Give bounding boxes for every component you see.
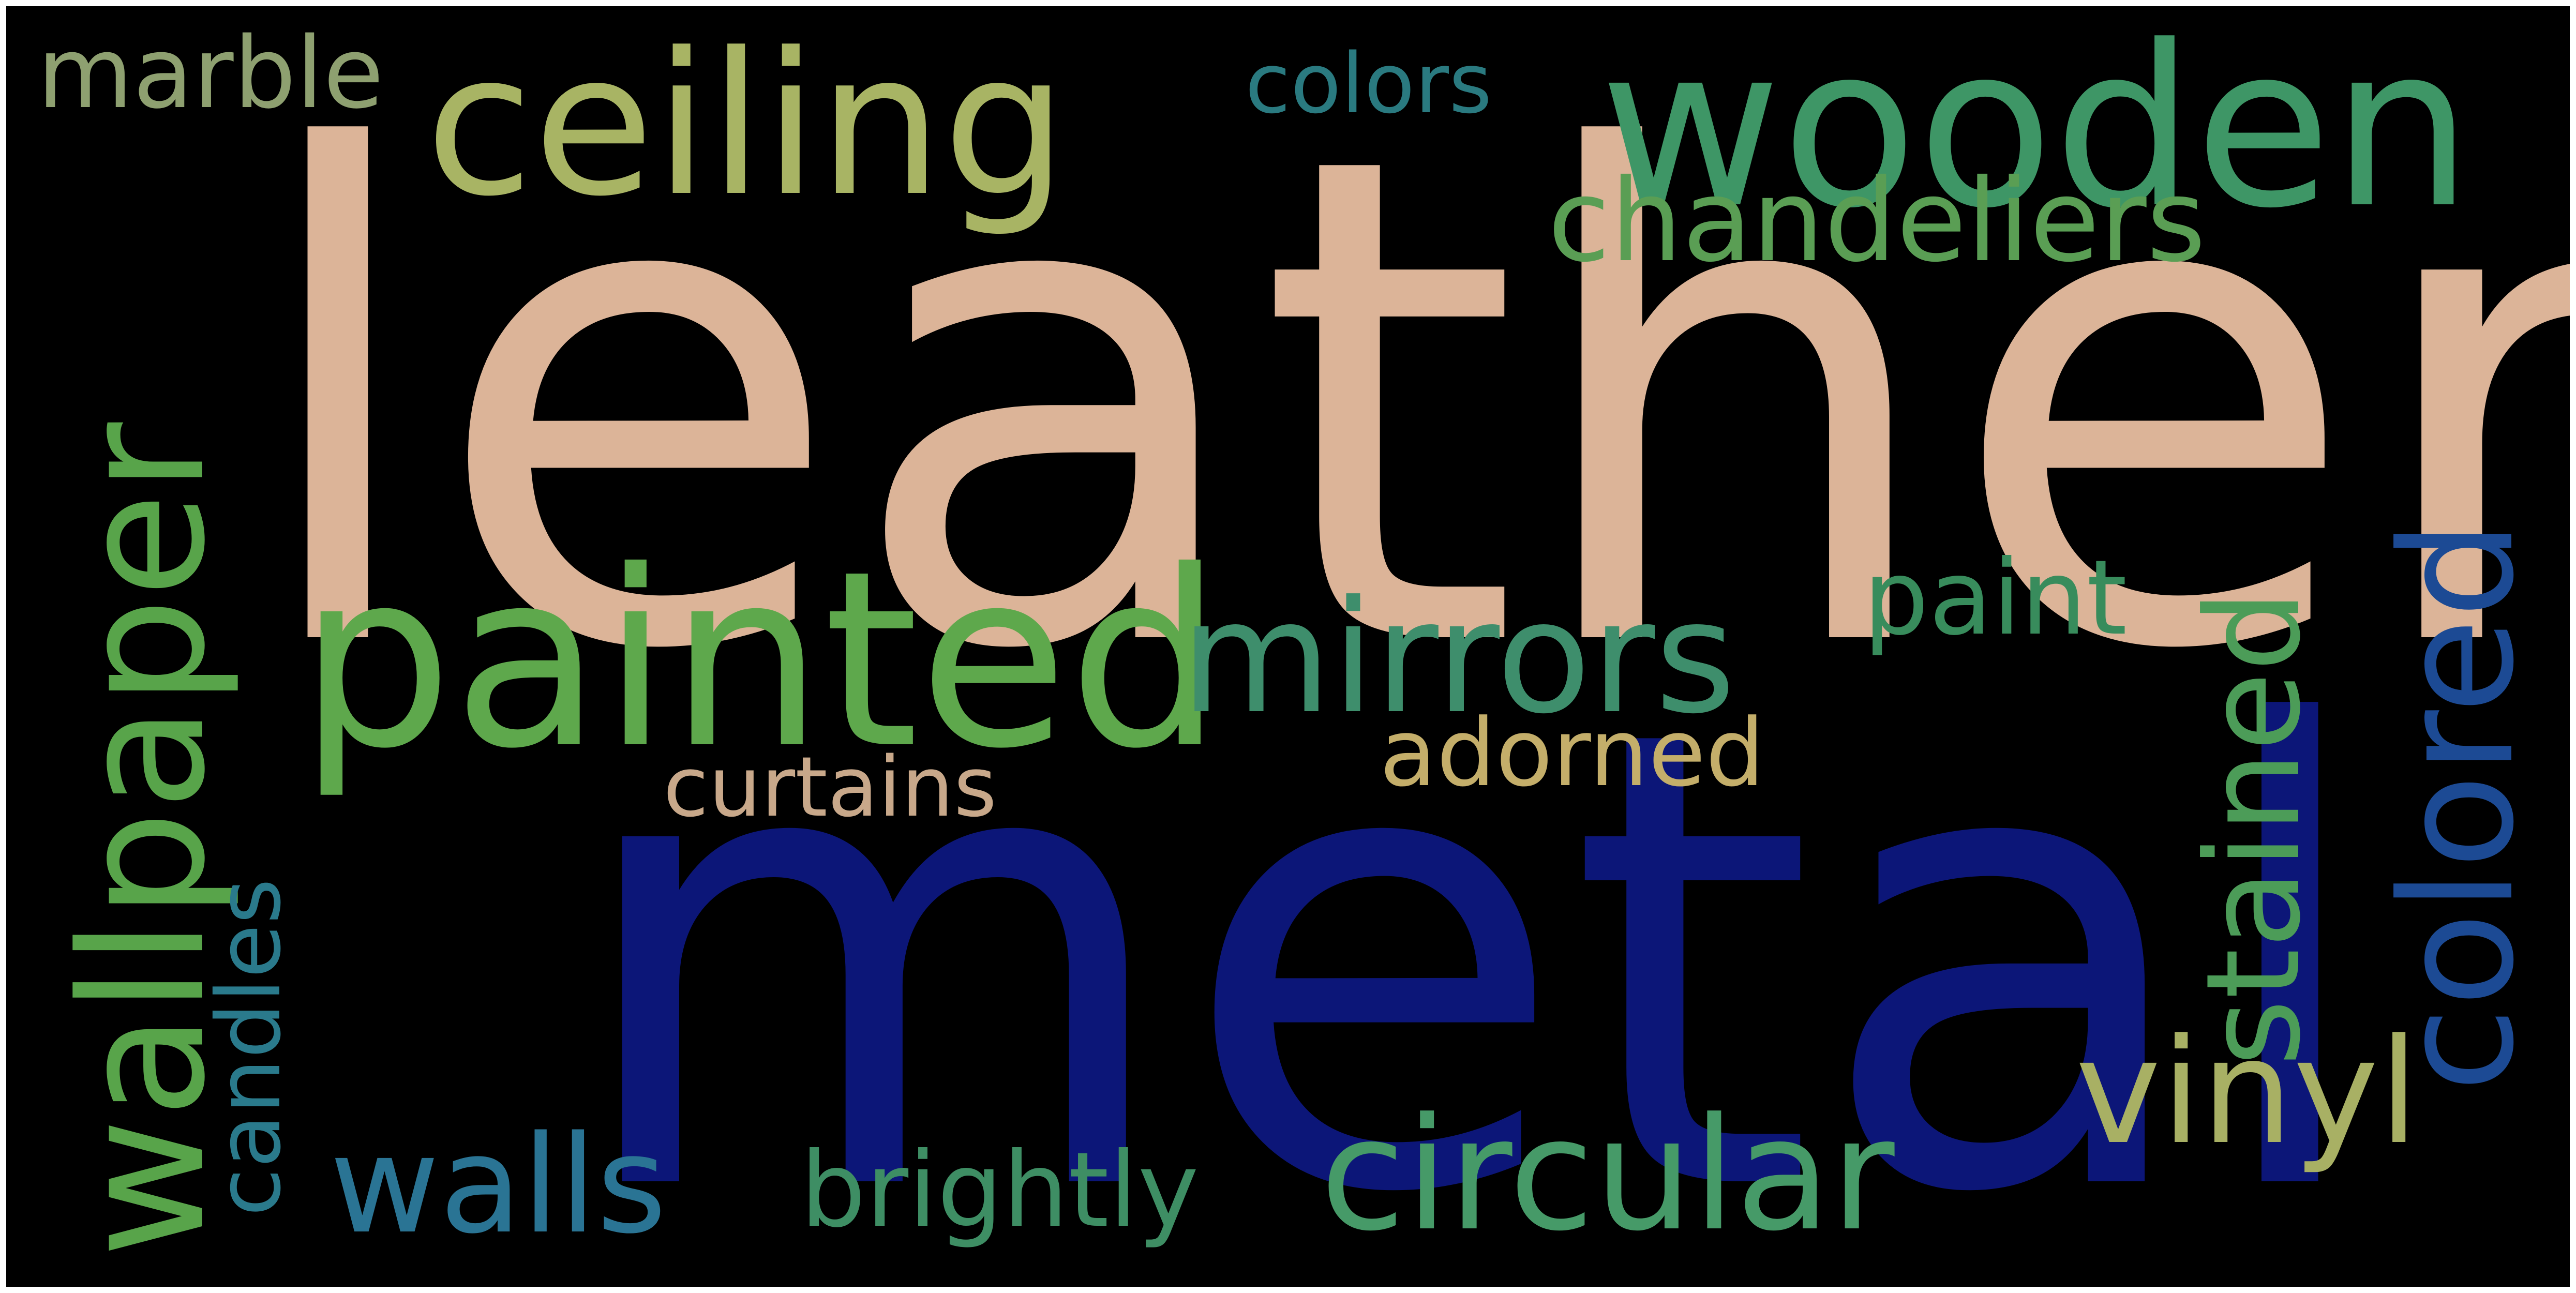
word-stained: stained bbox=[2178, 590, 2329, 1066]
word-brightly: brightly bbox=[800, 1130, 1199, 1251]
word-candles: candles bbox=[198, 878, 301, 1216]
word-chandeliers: chandeliers bbox=[1548, 155, 2206, 287]
word-cloud: leather metal painted ceiling wooden wal… bbox=[6, 6, 2570, 1287]
word-paint: paint bbox=[1863, 538, 2128, 658]
word-marble: marble bbox=[37, 16, 384, 130]
word-metal: metal bbox=[565, 596, 2377, 1287]
word-circular: circular bbox=[1320, 1085, 1895, 1265]
word-mirrors: mirrors bbox=[1180, 567, 1736, 748]
word-curtains: curtains bbox=[663, 739, 997, 835]
word-walls: walls bbox=[330, 1107, 667, 1264]
word-vinyl: vinyl bbox=[2075, 1008, 2419, 1177]
word-wooden: wooden bbox=[1599, 6, 2473, 257]
word-colored: colored bbox=[2368, 519, 2548, 1092]
word-ceiling: ceiling bbox=[425, 10, 1068, 239]
word-colors: colors bbox=[1245, 35, 1492, 132]
word-leather: leather bbox=[244, 13, 2570, 796]
word-painted: painted bbox=[298, 519, 1223, 802]
word-adorned: adorned bbox=[1380, 699, 1765, 807]
